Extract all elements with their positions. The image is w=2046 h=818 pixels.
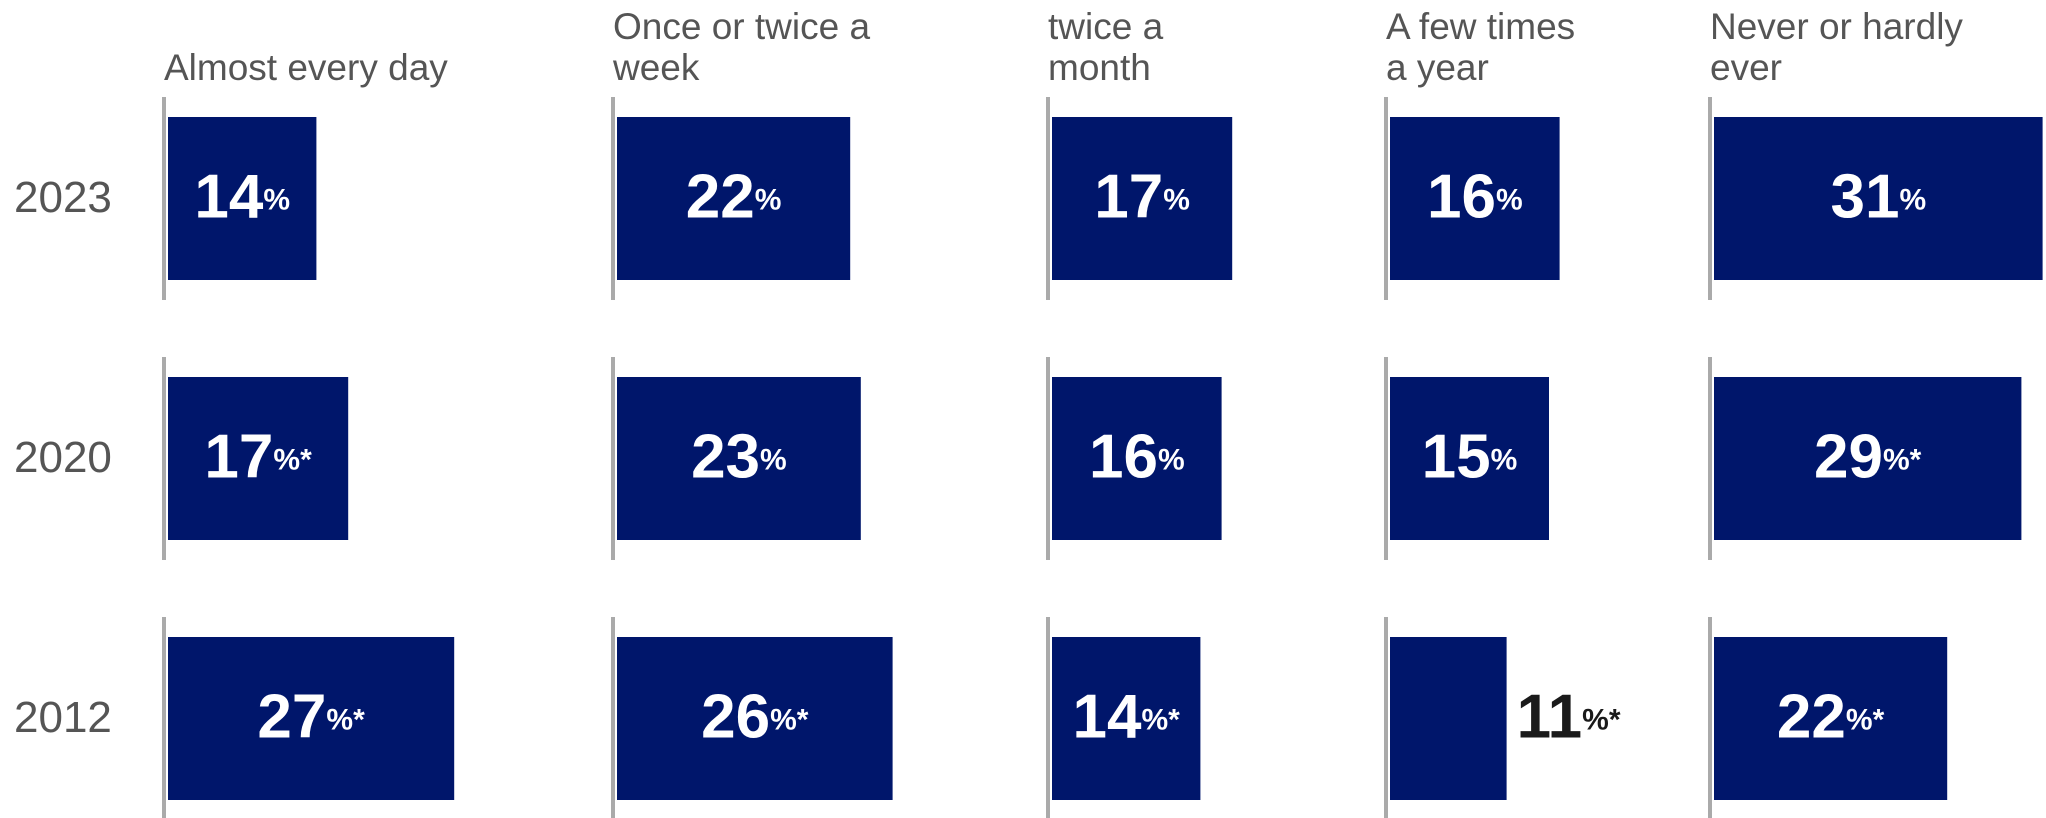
value-label: 11%* — [1517, 683, 1621, 752]
row-label: 2020 — [14, 433, 112, 482]
value-label: 22% — [686, 163, 782, 232]
bar — [1390, 637, 1507, 800]
column-header: A few times a year — [1386, 6, 1576, 88]
column-header: Once or twice a week — [613, 6, 871, 88]
bar — [1714, 377, 2022, 540]
bar — [1052, 637, 1201, 800]
column-header: Never or hardly ever — [1710, 6, 1963, 88]
value-label: 23% — [691, 423, 787, 492]
bar — [1714, 637, 1948, 800]
row-label: 2012 — [14, 693, 112, 742]
bar — [617, 117, 851, 280]
value-label: 26%* — [701, 683, 809, 752]
value-label: 27%* — [257, 683, 365, 752]
bar — [1052, 377, 1222, 540]
bar — [617, 637, 893, 800]
bar — [1714, 117, 2043, 280]
value-label: 15% — [1422, 423, 1518, 492]
value-label: 17% — [1094, 163, 1190, 232]
value-label: 16% — [1089, 423, 1185, 492]
bar — [1390, 117, 1560, 280]
bar — [1390, 377, 1549, 540]
value-label: 22%* — [1777, 683, 1885, 752]
value-label: 14% — [194, 163, 290, 232]
row-label: 2023 — [14, 173, 112, 222]
bar — [168, 377, 349, 540]
value-label: 14%* — [1073, 683, 1181, 752]
bar — [168, 637, 455, 800]
bar — [617, 377, 861, 540]
value-label: 17%* — [204, 423, 312, 492]
column-header: Almost every day — [164, 47, 448, 88]
value-label: 31% — [1830, 163, 1926, 232]
value-label: 16% — [1427, 163, 1523, 232]
value-label: 29%* — [1814, 423, 1922, 492]
bar — [1052, 117, 1233, 280]
column-header: twice a month — [1048, 6, 1164, 88]
bar — [168, 117, 317, 280]
